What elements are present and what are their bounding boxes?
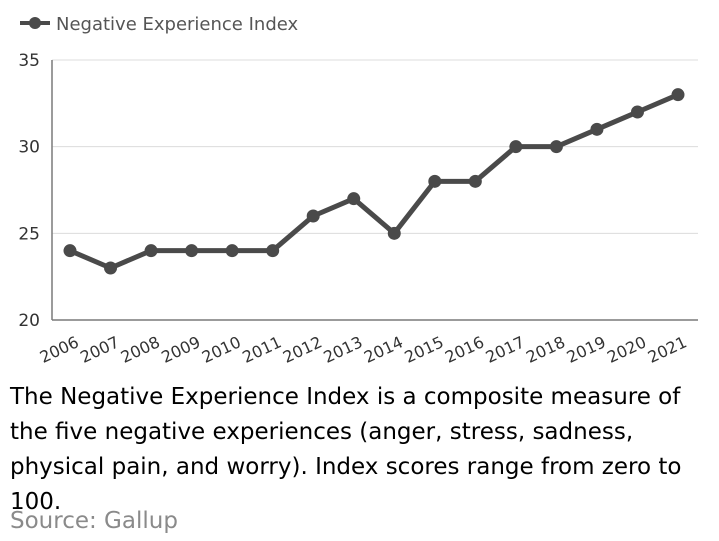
legend-label: Negative Experience Index: [56, 14, 299, 35]
x-tick-label: 2008: [118, 332, 163, 366]
x-tick-label: 2007: [77, 332, 122, 366]
series-line: [67, 92, 681, 271]
x-tick-labels: 2006200720082009201020112012201320142015…: [37, 332, 690, 366]
x-tick-label: 2020: [604, 332, 649, 366]
data-point-2008: [144, 244, 158, 258]
data-point-2014: [387, 226, 401, 240]
x-tick-label: 2015: [402, 332, 447, 366]
data-point-2019: [590, 122, 604, 136]
series-group: [63, 88, 685, 275]
data-point-2020: [630, 105, 644, 119]
data-point-2011: [266, 244, 280, 258]
data-point-2012: [306, 209, 320, 223]
x-tick-label: 2017: [483, 332, 528, 366]
x-tick-label: 2013: [320, 332, 365, 366]
data-point-2017: [509, 140, 523, 154]
data-point-2007: [104, 261, 118, 275]
data-point-2009: [185, 244, 199, 258]
chart-caption: The Negative Experience Index is a compo…: [10, 384, 682, 515]
y-tick-labels: 20 25 30 35: [18, 51, 40, 331]
data-point-2010: [225, 244, 239, 258]
x-tick-label: 2006: [37, 332, 82, 366]
legend-dot-marker: [29, 17, 41, 29]
data-point-2006: [63, 244, 77, 258]
data-point-2021: [671, 88, 685, 102]
data-point-2016: [468, 174, 482, 188]
x-tick-label: 2010: [199, 332, 244, 366]
x-tick-label: 2018: [523, 332, 568, 366]
legend: Negative Experience Index: [20, 14, 299, 35]
x-tick-label: 2016: [442, 332, 487, 366]
data-point-2013: [347, 192, 361, 206]
data-point-2015: [428, 174, 442, 188]
y-tick-label: 25: [18, 224, 40, 244]
gridlines: [51, 59, 698, 321]
x-tick-label: 2011: [239, 332, 284, 366]
x-tick-label: 2012: [280, 332, 325, 366]
source-note: Source: Gallup: [10, 508, 178, 534]
y-tick-label: 30: [18, 138, 40, 158]
y-tick-label: 35: [18, 51, 40, 71]
x-tick-label: 2019: [564, 332, 609, 366]
x-tick-label: 2009: [158, 332, 203, 366]
y-tick-label: 20: [18, 311, 40, 331]
data-point-2018: [549, 140, 563, 154]
x-tick-label: 2014: [361, 332, 406, 366]
x-tick-label: 2021: [645, 332, 690, 366]
